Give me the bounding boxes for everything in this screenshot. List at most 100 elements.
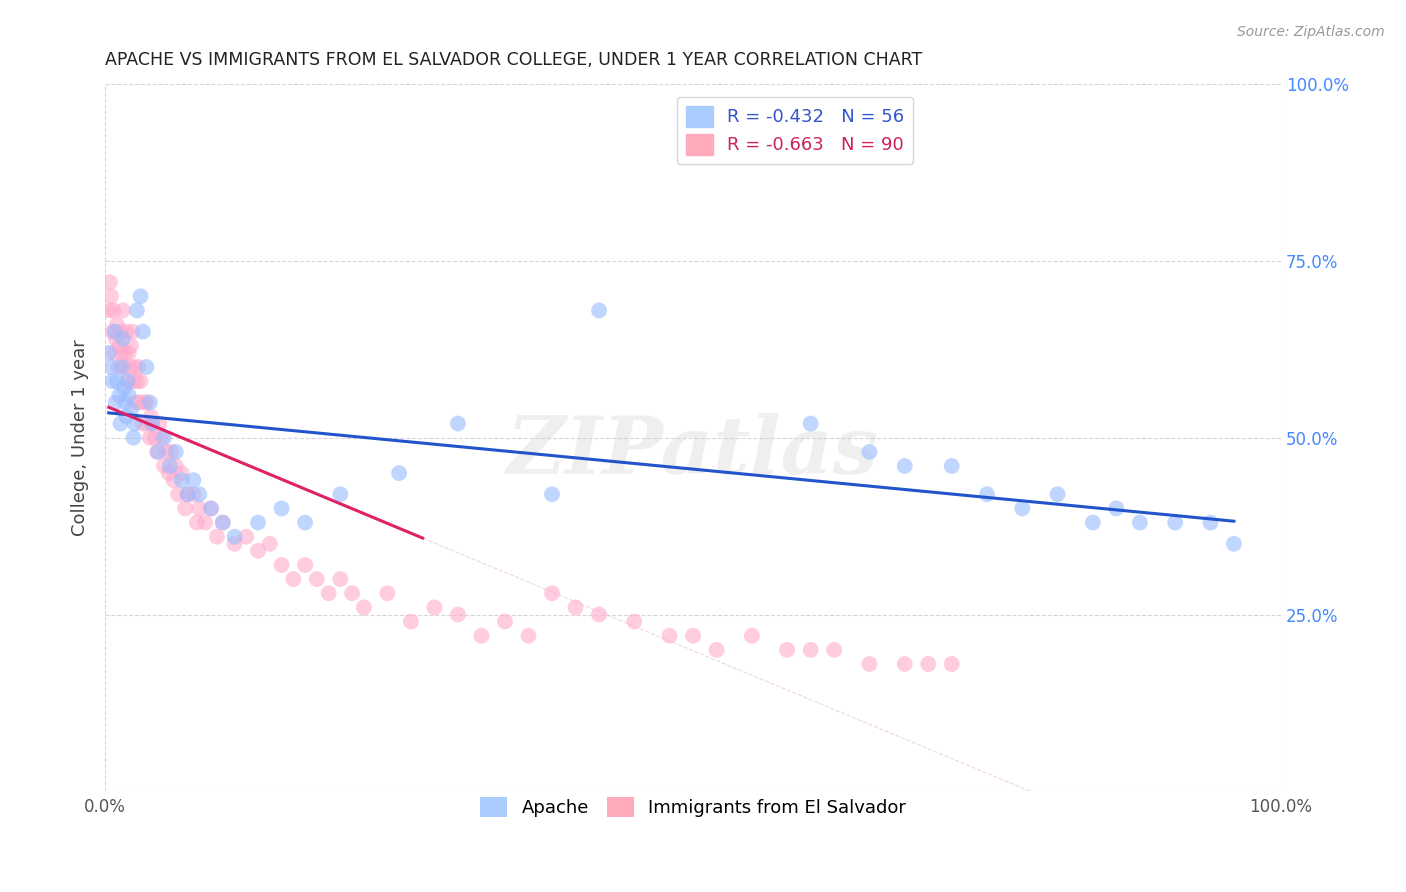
Point: [107, 359, 129, 374]
Point: [120, 402, 142, 417]
Point: [117, 374, 139, 388]
Point: [148, 417, 170, 431]
Point: [270, 558, 292, 572]
Point: [135, 395, 157, 409]
Point: [741, 629, 763, 643]
Point: [136, 417, 159, 431]
Point: [176, 487, 198, 501]
Point: [129, 289, 152, 303]
Point: [153, 458, 176, 473]
Point: [112, 381, 135, 395]
Point: [447, 607, 470, 622]
Point: [121, 325, 143, 339]
Point: [893, 657, 915, 671]
Point: [941, 657, 963, 671]
Point: [101, 374, 124, 388]
Point: [111, 346, 134, 360]
Point: [224, 530, 246, 544]
Point: [108, 388, 131, 402]
Point: [104, 346, 127, 360]
Point: [97, 346, 120, 360]
Point: [108, 339, 131, 353]
Point: [1199, 516, 1222, 530]
Point: [1129, 516, 1152, 530]
Point: [183, 487, 205, 501]
Point: [101, 325, 124, 339]
Point: [118, 346, 141, 360]
Point: [247, 544, 270, 558]
Point: [120, 339, 142, 353]
Text: Source: ZipAtlas.com: Source: ZipAtlas.com: [1237, 25, 1385, 39]
Point: [318, 586, 340, 600]
Point: [146, 445, 169, 459]
Point: [118, 388, 141, 402]
Point: [155, 445, 177, 459]
Point: [682, 629, 704, 643]
Point: [160, 445, 183, 459]
Point: [447, 417, 470, 431]
Point: [200, 501, 222, 516]
Point: [115, 325, 138, 339]
Point: [111, 359, 134, 374]
Point: [165, 445, 187, 459]
Point: [97, 303, 120, 318]
Point: [329, 487, 352, 501]
Point: [470, 629, 492, 643]
Point: [247, 516, 270, 530]
Point: [100, 359, 122, 374]
Point: [118, 359, 141, 374]
Point: [129, 374, 152, 388]
Point: [114, 346, 136, 360]
Point: [305, 572, 328, 586]
Point: [776, 643, 799, 657]
Point: [125, 395, 148, 409]
Point: [170, 466, 193, 480]
Point: [823, 643, 845, 657]
Point: [399, 615, 422, 629]
Point: [125, 303, 148, 318]
Point: [541, 487, 564, 501]
Point: [858, 657, 880, 671]
Point: [111, 303, 134, 318]
Point: [917, 657, 939, 671]
Point: [800, 417, 823, 431]
Point: [517, 629, 540, 643]
Point: [188, 501, 211, 516]
Point: [800, 643, 823, 657]
Point: [858, 445, 880, 459]
Point: [893, 458, 915, 473]
Point: [135, 359, 157, 374]
Point: [132, 325, 155, 339]
Point: [122, 431, 145, 445]
Point: [294, 516, 316, 530]
Point: [122, 374, 145, 388]
Point: [157, 466, 180, 480]
Point: [105, 374, 128, 388]
Point: [194, 516, 217, 530]
Point: [174, 501, 197, 516]
Point: [124, 417, 146, 431]
Point: [1223, 537, 1246, 551]
Point: [105, 318, 128, 332]
Point: [141, 417, 163, 431]
Point: [283, 572, 305, 586]
Point: [340, 586, 363, 600]
Point: [165, 458, 187, 473]
Point: [127, 359, 149, 374]
Point: [110, 417, 132, 431]
Point: [200, 501, 222, 516]
Point: [423, 600, 446, 615]
Point: [353, 600, 375, 615]
Point: [205, 530, 228, 544]
Point: [658, 629, 681, 643]
Point: [211, 516, 233, 530]
Point: [98, 275, 121, 289]
Point: [377, 586, 399, 600]
Point: [188, 487, 211, 501]
Point: [1164, 516, 1187, 530]
Point: [588, 607, 610, 622]
Text: ZIPatlas: ZIPatlas: [508, 413, 879, 491]
Point: [153, 431, 176, 445]
Text: APACHE VS IMMIGRANTS FROM EL SALVADOR COLLEGE, UNDER 1 YEAR CORRELATION CHART: APACHE VS IMMIGRANTS FROM EL SALVADOR CO…: [105, 51, 922, 69]
Point: [211, 516, 233, 530]
